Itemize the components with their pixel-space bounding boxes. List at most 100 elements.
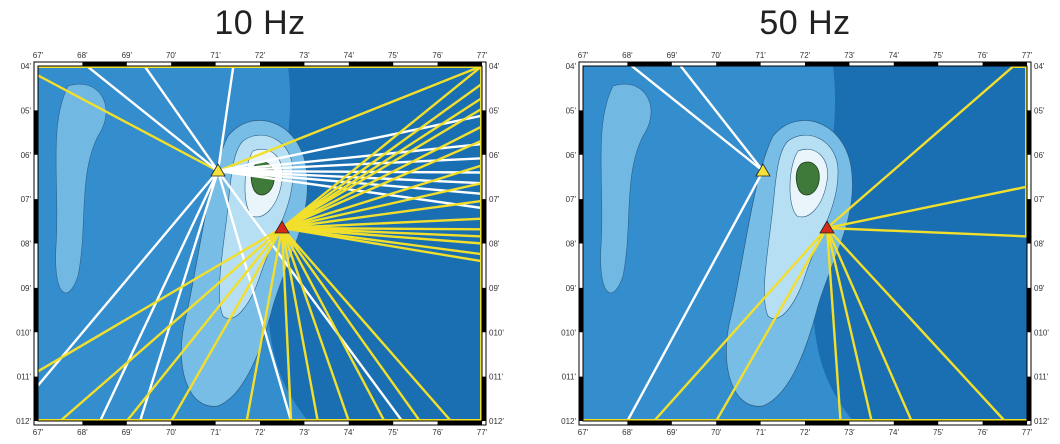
tick-label-left: 07' xyxy=(566,195,577,204)
ray-white xyxy=(216,169,404,421)
scale-bar-bottom xyxy=(716,421,761,425)
source-triangle-yellow xyxy=(210,163,226,177)
scale-bar-top xyxy=(893,62,939,66)
tick-label-bottom: 75' xyxy=(388,428,399,437)
scale-bar-top xyxy=(437,62,482,66)
tick-label-bottom: 74' xyxy=(889,428,900,437)
source-triangle-red xyxy=(819,220,835,234)
tick-label-top: 70' xyxy=(711,51,722,60)
tick-label-bottom: 77' xyxy=(1022,428,1033,437)
western-ridge xyxy=(600,83,652,294)
scale-bar-left xyxy=(34,110,38,155)
tick-label-top: 71' xyxy=(210,51,221,60)
tick-label-bottom: 67' xyxy=(33,428,44,437)
ray-yellow xyxy=(825,226,873,421)
scale-bar-left xyxy=(34,376,38,421)
tick-label-right: 07' xyxy=(489,195,500,204)
scale-bar-top xyxy=(82,62,127,66)
scale-bar-top xyxy=(171,62,216,66)
ray-yellow xyxy=(280,107,482,230)
ray-yellow xyxy=(825,185,1027,230)
ray-yellow xyxy=(280,226,453,421)
scale-bar-bottom xyxy=(260,421,305,425)
source-triangle-red xyxy=(274,220,290,234)
tick-label-bottom: 75' xyxy=(933,428,944,437)
ray-white xyxy=(98,169,220,421)
map-10hz: 67' 68' 69' 70' 71' 72' 73' 74' 75' 76' 77' 67' 68' 6… xyxy=(16,51,504,437)
tick-label-bottom: 70' xyxy=(711,428,722,437)
scale-bar-top xyxy=(348,62,394,66)
tick-label-right: 011' xyxy=(489,373,504,382)
tick-label-left: 012' xyxy=(561,417,576,426)
tick-label-left: 08' xyxy=(566,240,577,249)
ray-yellow xyxy=(280,226,293,421)
tick-label-top: 68' xyxy=(622,51,633,60)
tick-label-top: 67' xyxy=(578,51,589,60)
ray-yellow xyxy=(280,125,482,230)
scale-bar-left xyxy=(34,199,38,244)
ray-yellow xyxy=(280,181,482,230)
tick-label-top: 68' xyxy=(77,51,88,60)
tick-label-top: 73' xyxy=(844,51,855,60)
ray-yellow xyxy=(280,226,482,245)
tick-label-left: 04' xyxy=(21,62,32,71)
ray-yellow xyxy=(280,226,422,421)
scale-bar-bottom xyxy=(893,421,939,425)
ray-white xyxy=(630,66,765,173)
scale-bar-right xyxy=(482,110,486,155)
tick-label-right: 08' xyxy=(1034,240,1045,249)
scale-bar-right xyxy=(1027,199,1031,244)
ray-yellow xyxy=(280,139,482,230)
scale-bar-right xyxy=(1027,376,1031,421)
scale-bar-right xyxy=(1027,110,1031,155)
tick-label-top: 73' xyxy=(299,51,310,60)
tick-label-right: 012' xyxy=(489,417,504,426)
ray-yellow xyxy=(216,66,482,173)
ray-yellow xyxy=(280,82,482,230)
tick-label-left: 09' xyxy=(21,284,32,293)
panel-title: 50 Hz xyxy=(759,4,851,42)
ray-yellow xyxy=(714,226,829,421)
tick-label-right: 07' xyxy=(1034,195,1045,204)
ray-yellow xyxy=(280,226,386,421)
tick-label-bottom: 68' xyxy=(77,428,88,437)
tick-label-right: 06' xyxy=(1034,151,1045,160)
tick-label-right: 08' xyxy=(489,240,500,249)
scale-bar-right xyxy=(482,376,486,421)
scale-bar-top xyxy=(260,62,305,66)
ray-white xyxy=(216,66,235,173)
ray-yellow xyxy=(280,226,319,421)
tick-label-top: 70' xyxy=(166,51,177,60)
tick-label-right: 04' xyxy=(1034,62,1045,71)
scale-bar-left xyxy=(579,110,583,155)
scale-bar-left xyxy=(579,199,583,244)
tick-label-top: 74' xyxy=(344,51,355,60)
ray-white xyxy=(38,169,220,387)
ray-yellow xyxy=(280,164,482,230)
map-50hz: 67' 68' 69' 70' 71' 72' 73' 74' 75' 76' 77' 67' 68' 6… xyxy=(561,51,1049,437)
ray-white xyxy=(85,66,220,173)
ray-white xyxy=(143,66,220,173)
tick-label-right: 09' xyxy=(1034,284,1045,293)
tick-label-bottom: 67' xyxy=(578,428,589,437)
scale-bar-top xyxy=(716,62,761,66)
ray-yellow xyxy=(59,226,284,421)
tick-label-left: 09' xyxy=(566,284,577,293)
ray-yellow xyxy=(825,226,842,421)
tick-label-left: 04' xyxy=(566,62,577,71)
tick-label-left: 011' xyxy=(17,373,32,382)
ray-white xyxy=(216,169,482,210)
ray-yellow xyxy=(245,226,284,421)
ray-yellow xyxy=(825,66,1015,230)
scale-bar-top xyxy=(627,62,672,66)
tick-label-bottom: 70' xyxy=(166,428,177,437)
ray-yellow xyxy=(38,74,220,173)
scale-bar-right xyxy=(1027,287,1031,333)
scale-bar-left xyxy=(579,376,583,421)
tick-label-bottom: 73' xyxy=(299,428,310,437)
ray-yellow xyxy=(280,66,482,230)
ray-yellow xyxy=(825,226,1006,421)
tick-label-top: 69' xyxy=(667,51,678,60)
ray-yellow xyxy=(825,226,913,421)
tick-label-left: 05' xyxy=(21,106,32,115)
